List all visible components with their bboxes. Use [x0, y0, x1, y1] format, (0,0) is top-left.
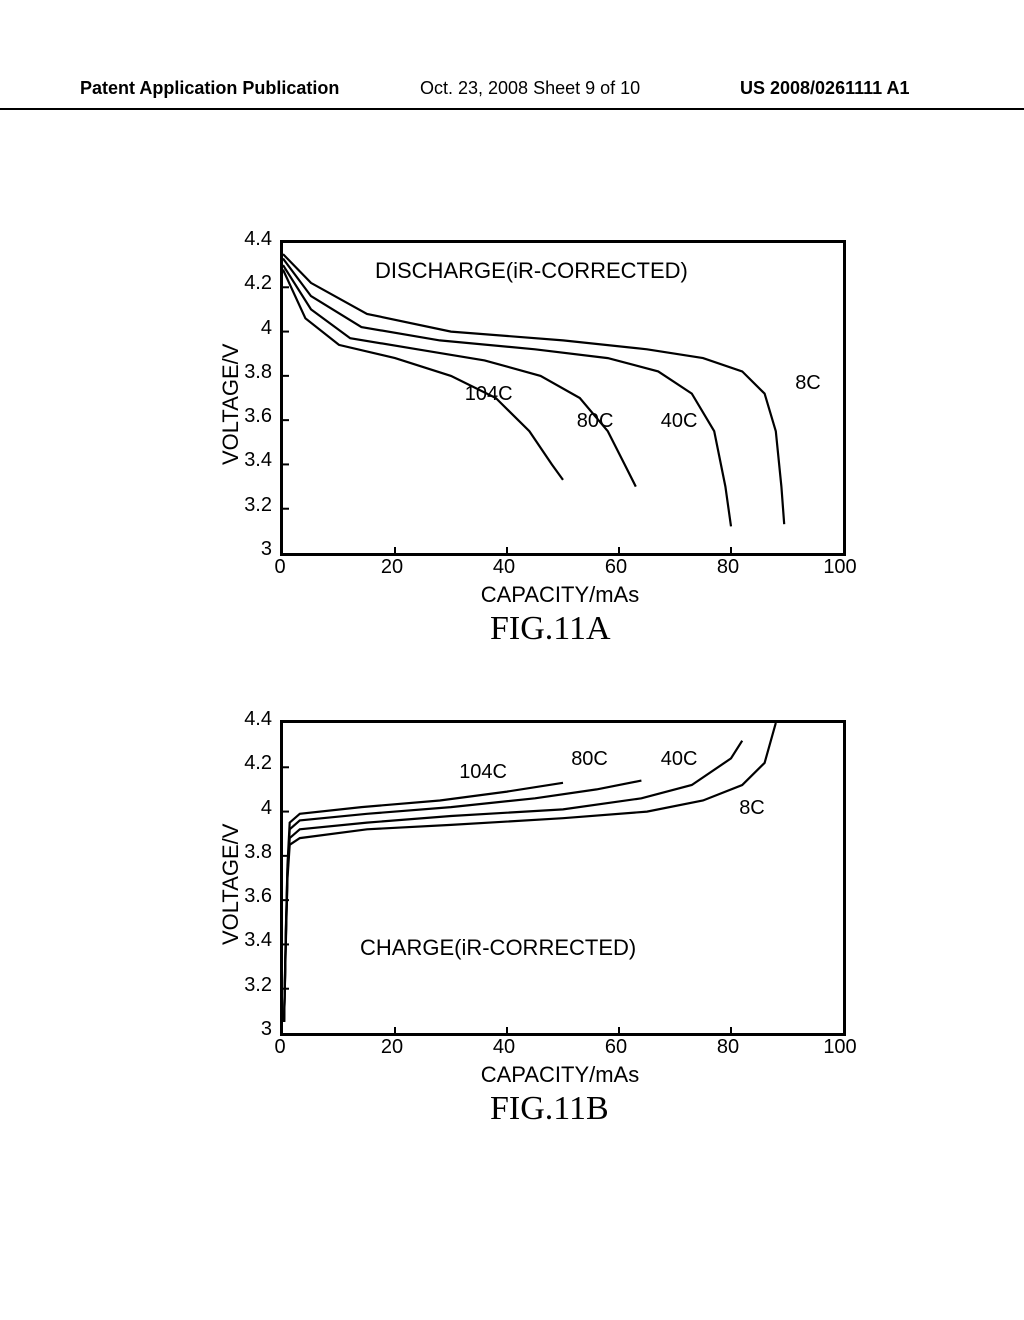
- xtick-label: 20: [372, 556, 412, 579]
- curve-8C: [284, 723, 776, 1022]
- y-axis-label: VOLTAGE/V: [218, 344, 244, 465]
- ytick-label: 4.4: [232, 228, 272, 251]
- x-axis-label: CAPACITY/mAs: [410, 582, 710, 608]
- curve-label-8C: 8C: [739, 797, 765, 820]
- plot-box: [280, 720, 846, 1036]
- xtick-label: 80: [708, 556, 748, 579]
- curve-104C: [283, 270, 563, 480]
- header-left: Patent Application Publication: [80, 78, 339, 99]
- xtick-label: 100: [820, 556, 860, 579]
- figure-caption: FIG.11A: [490, 610, 611, 648]
- ytick-label: 3.2: [232, 974, 272, 997]
- y-axis-label: VOLTAGE/V: [218, 824, 244, 945]
- plot-svg: [283, 243, 843, 553]
- curve-label-40C: 40C: [661, 410, 698, 433]
- ytick-label: 4.4: [232, 708, 272, 731]
- xtick-label: 20: [372, 1036, 412, 1059]
- curve-label-104C: 104C: [465, 383, 513, 406]
- xtick-label: 40: [484, 556, 524, 579]
- xtick-label: 0: [260, 1036, 300, 1059]
- figure-caption: FIG.11B: [490, 1090, 609, 1128]
- ytick-label: 3.2: [232, 494, 272, 517]
- ytick-label: 4: [232, 317, 272, 340]
- xtick-label: 60: [596, 1036, 636, 1059]
- curve-label-80C: 80C: [577, 410, 614, 433]
- curve-label-80C: 80C: [571, 748, 608, 771]
- curve-40C: [284, 741, 742, 1022]
- plot-svg: [283, 723, 843, 1033]
- curve-80C: [283, 265, 636, 487]
- curve-8C: [283, 254, 784, 524]
- xtick-label: 0: [260, 556, 300, 579]
- ytick-label: 4.2: [232, 752, 272, 775]
- inside-title: DISCHARGE(iR-CORRECTED): [375, 258, 688, 284]
- xtick-label: 60: [596, 556, 636, 579]
- x-axis-label: CAPACITY/mAs: [410, 1062, 710, 1088]
- curve-label-8C: 8C: [795, 372, 821, 395]
- xtick-label: 40: [484, 1036, 524, 1059]
- curve-label-40C: 40C: [661, 748, 698, 771]
- header-mid: Oct. 23, 2008 Sheet 9 of 10: [420, 78, 640, 99]
- ytick-label: 4.2: [232, 272, 272, 295]
- ytick-label: 4: [232, 797, 272, 820]
- xtick-label: 100: [820, 1036, 860, 1059]
- header-right: US 2008/0261111 A1: [740, 78, 910, 99]
- xtick-label: 80: [708, 1036, 748, 1059]
- inside-title: CHARGE(iR-CORRECTED): [360, 935, 636, 961]
- plot-box: [280, 240, 846, 556]
- curve-label-104C: 104C: [459, 761, 507, 784]
- page-header: Patent Application Publication Oct. 23, …: [0, 78, 1024, 110]
